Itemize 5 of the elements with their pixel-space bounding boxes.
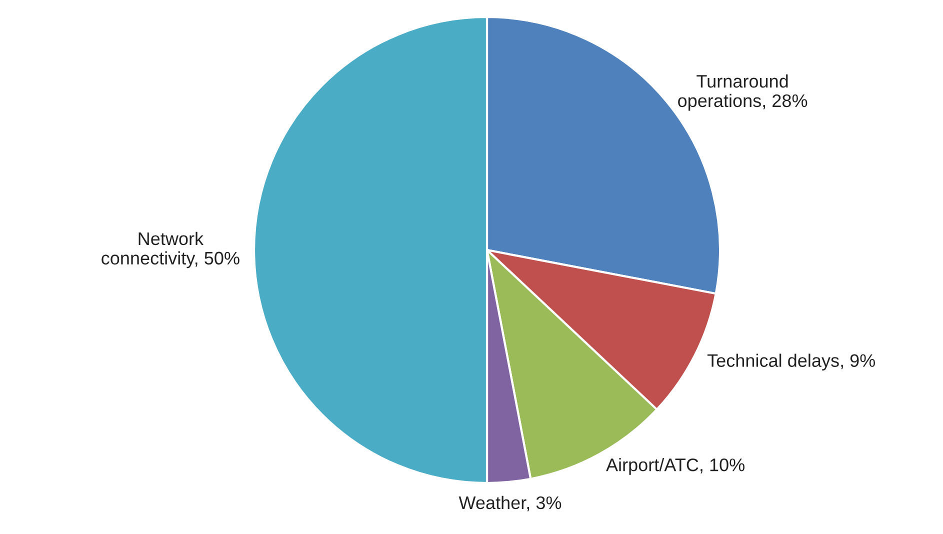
slice-label: Network connectivity, 50% — [102, 232, 240, 268]
slice-label: Weather, 3% — [458, 496, 562, 512]
slice-label: Airport/ATC, 10% — [606, 458, 744, 475]
slice-label: Technical delays, 9% — [707, 354, 876, 371]
slice-label: Turnaround operations, 28% — [678, 74, 808, 111]
